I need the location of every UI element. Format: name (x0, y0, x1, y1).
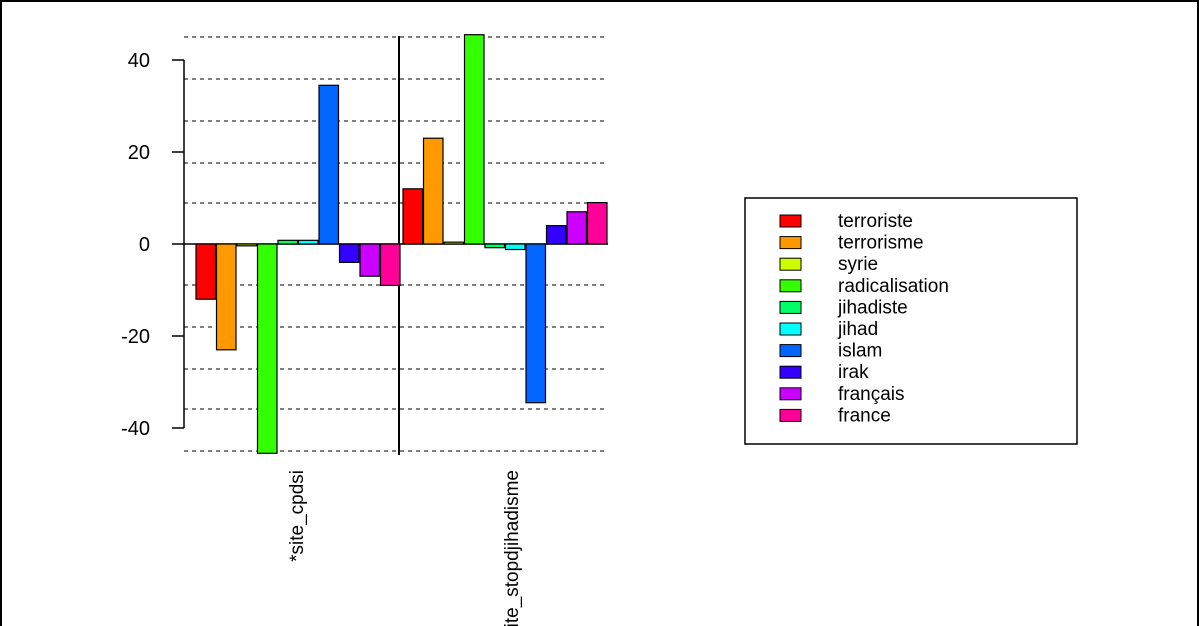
legend: terroristeterrorismesyrieradicalisationj… (744, 197, 1078, 445)
legend-swatch (779, 236, 802, 250)
legend-label: terroriste (838, 211, 913, 232)
y-tick-label: -40 (121, 418, 150, 440)
bar-franais-1 (359, 243, 381, 277)
legend-label: jihadiste (837, 297, 908, 318)
legend-swatch (779, 387, 802, 401)
bar-islam-1 (318, 84, 340, 245)
legend-swatch (779, 279, 802, 293)
bar-islam-2 (525, 243, 547, 404)
bar-france-1 (379, 243, 401, 287)
legend-label: islam (838, 341, 882, 362)
legend-label: radicalisation (838, 276, 949, 297)
bar-terroriste-2 (402, 188, 424, 245)
bar-syrie-1 (236, 243, 258, 247)
y-tick-label: 20 (128, 142, 150, 164)
legend-swatch (779, 408, 802, 422)
legend-swatch (779, 214, 802, 228)
bar-irak-1 (338, 243, 360, 263)
category-label: *site_cpdsi (287, 470, 308, 562)
bar-terrorisme-1 (215, 243, 237, 351)
bar-terroriste-1 (195, 243, 217, 300)
legend-label: irak (838, 362, 869, 383)
y-tick-label: 40 (128, 50, 150, 72)
y-tick-label: 0 (139, 234, 150, 256)
y-tick-label: -20 (121, 326, 150, 348)
legend-swatch (779, 344, 802, 358)
bar-jihadiste-1 (277, 239, 299, 245)
category-labels: *site_cpdsi *site_stopdjihadisme (287, 470, 523, 626)
bar-franais-2 (566, 211, 588, 245)
legend-swatch (779, 257, 802, 271)
bar-jihadiste-2 (484, 243, 506, 249)
bar-radicalisation-2 (463, 34, 485, 245)
legend-swatch (779, 300, 802, 314)
bar-syrie-2 (443, 241, 465, 245)
bar-jihad-2 (504, 243, 526, 251)
legend-label: syrie (838, 254, 878, 275)
legend-label: jihad (837, 319, 878, 340)
category-label: *site_stopdjihadisme (502, 470, 523, 626)
legend-label: france (838, 405, 891, 426)
legend-swatch (779, 322, 802, 336)
legend-label: français (838, 384, 905, 405)
bar-jihad-1 (297, 239, 319, 245)
bars (195, 34, 608, 454)
legend-swatch (779, 365, 802, 379)
bar-irak-2 (545, 225, 567, 245)
bar-france-2 (586, 202, 608, 245)
bar-radicalisation-1 (256, 243, 278, 454)
legend-label: terrorisme (838, 233, 924, 254)
bar-terrorisme-2 (422, 137, 444, 245)
